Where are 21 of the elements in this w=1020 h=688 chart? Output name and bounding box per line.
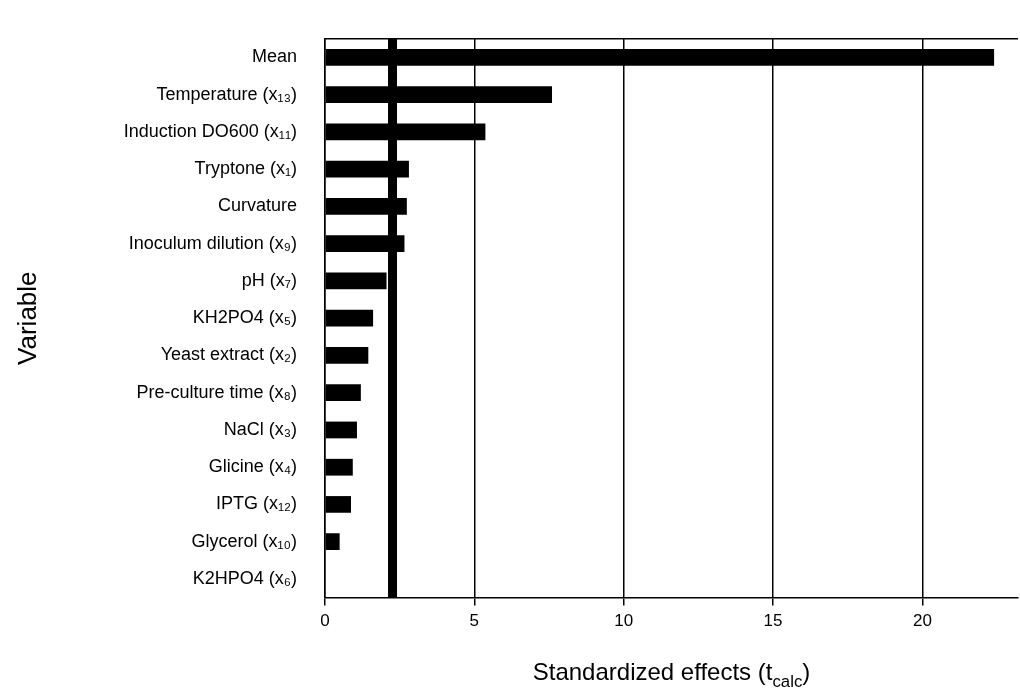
y-tick-label: Mean [251, 46, 297, 67]
y-tick-label: K2HPO4 (x₆) [192, 567, 297, 588]
y-tick-label: Tryptone (x₁) [194, 158, 297, 179]
y-tick-label: IPTG (x₁₂) [215, 493, 297, 514]
x-tick-label: 10 [614, 611, 634, 631]
y-tick-label: Pre-culture time (x₈) [136, 381, 297, 402]
y-tick-label: Temperature (x₁₃) [156, 83, 297, 104]
y-tick-label: Yeast extract (x₂) [160, 344, 297, 365]
y-tick-label: Curvature [217, 195, 297, 216]
x-tick-label: 0 [320, 611, 330, 631]
y-tick-label: Glycerol (x₁₀) [191, 530, 297, 551]
x-tick-label: 20 [912, 611, 932, 631]
y-tick-label: NaCl (x₃) [223, 418, 297, 439]
y-tick-label: KH2PO4 (x₅) [192, 307, 297, 328]
y-tick-label: pH (x₇) [241, 269, 297, 290]
y-axis-title: Variable [12, 271, 42, 365]
x-tick-label: 5 [469, 611, 480, 631]
y-tick-label: Glicine (x₄) [208, 456, 297, 477]
y-tick-label: Induction DO600 (x₁₁) [123, 120, 297, 141]
x-tick-label: 15 [763, 611, 783, 631]
y-tick-label: Inoculum dilution (x₉) [128, 232, 297, 253]
